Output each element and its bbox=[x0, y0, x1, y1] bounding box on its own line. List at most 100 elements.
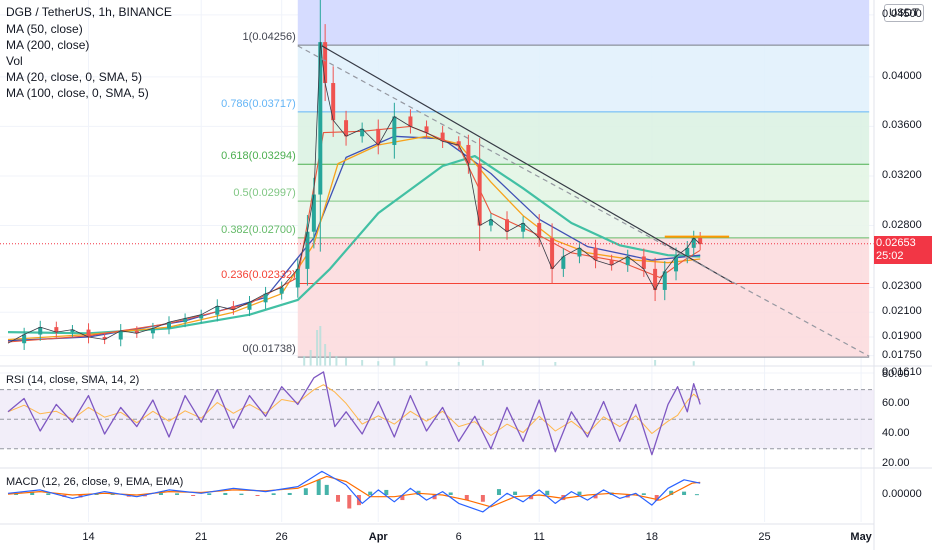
candle-body bbox=[521, 223, 526, 232]
candle-body bbox=[167, 322, 172, 329]
fib-level-label: 0.618(0.03294) bbox=[221, 150, 296, 163]
date-axis-tick: 14 bbox=[82, 531, 95, 543]
candle-body bbox=[102, 337, 107, 340]
candle-body bbox=[662, 271, 667, 290]
candle-body bbox=[183, 318, 188, 323]
candle-body bbox=[360, 128, 365, 137]
volume-bar bbox=[324, 344, 327, 366]
chart-title: DGB / TetherUS, 1h, BINANCE bbox=[6, 5, 172, 19]
macd-histogram-bar bbox=[432, 495, 437, 500]
macd-histogram-bar bbox=[46, 493, 51, 495]
volume-bar bbox=[361, 360, 364, 366]
volume-bar bbox=[554, 362, 557, 366]
indicator-ma20-label[interactable]: MA (20, close, 0, SMA, 5) bbox=[6, 70, 143, 84]
macd-histogram-bar bbox=[324, 484, 329, 495]
macd-histogram-bar bbox=[239, 493, 244, 495]
macd-histogram-bar bbox=[682, 491, 687, 495]
volume-bar bbox=[377, 361, 380, 366]
candle-body bbox=[550, 237, 555, 269]
macd-line bbox=[7, 470, 701, 513]
macd-histogram-bar bbox=[529, 495, 534, 500]
date-axis-tick: Apr bbox=[368, 531, 388, 543]
candle-body bbox=[408, 116, 413, 127]
price-line bbox=[7, 41, 701, 344]
rsi-axis-tick: 60.00 bbox=[882, 397, 910, 410]
fib-level-label: 0(0.01738) bbox=[242, 343, 296, 356]
candle-body bbox=[698, 237, 703, 245]
macd-histogram-bar bbox=[336, 495, 341, 502]
volume-bar bbox=[303, 356, 306, 366]
fib-zone bbox=[297, 283, 870, 358]
fib-zone-upper bbox=[297, 0, 870, 46]
candle-body bbox=[641, 256, 646, 269]
candle-body bbox=[150, 328, 155, 334]
macd-histogram-bar bbox=[480, 495, 485, 502]
candle-body bbox=[424, 126, 429, 133]
macd-histogram-bar bbox=[142, 495, 147, 497]
fib-level-label: 0.236(0.02332) bbox=[221, 269, 296, 282]
fib-zone bbox=[297, 164, 870, 202]
candle-body bbox=[674, 256, 679, 272]
candle-body bbox=[577, 247, 582, 257]
volume-bar bbox=[316, 330, 319, 366]
fib-level-label: 1(0.04256) bbox=[242, 31, 296, 44]
candle-body bbox=[685, 247, 690, 257]
candle-body bbox=[199, 314, 204, 319]
price-axis-tick: 0.03600 bbox=[882, 119, 922, 132]
macd-histogram-bar bbox=[347, 495, 352, 509]
volume-bar bbox=[457, 362, 460, 366]
macd-histogram-bar bbox=[223, 492, 228, 495]
date-axis-tick: May bbox=[850, 531, 872, 543]
current-price-countdown: 25:02 bbox=[876, 249, 904, 262]
volume-bar bbox=[328, 352, 331, 366]
candle-body bbox=[38, 327, 43, 335]
candle-body bbox=[376, 128, 381, 145]
volume-bar bbox=[345, 358, 348, 366]
candle-body bbox=[118, 330, 123, 340]
macd-label[interactable]: MACD (12, 26, close, 9, EMA, EMA) bbox=[6, 476, 184, 488]
currency-badge[interactable]: USDT bbox=[884, 4, 924, 22]
macd-histogram-bar bbox=[287, 492, 292, 495]
volume-bar bbox=[692, 361, 695, 366]
volume-bar bbox=[319, 326, 322, 366]
candle-body bbox=[537, 223, 542, 238]
macd-histogram-bar bbox=[303, 488, 308, 495]
macd-histogram-bar bbox=[654, 495, 659, 501]
indicator-ma50-label[interactable]: MA (50, close) bbox=[6, 22, 83, 36]
price-axis-tick: 0.01900 bbox=[882, 330, 922, 343]
macd-histogram-bar bbox=[14, 493, 19, 495]
macd-histogram-bar bbox=[191, 495, 196, 496]
macd-histogram-bar bbox=[175, 493, 180, 495]
fib-zone bbox=[297, 45, 870, 112]
candle-body bbox=[440, 132, 445, 142]
ma200-line bbox=[7, 155, 701, 335]
price-axis-tick: 0.01610 bbox=[882, 365, 922, 378]
candle-body bbox=[215, 306, 220, 315]
candle-body bbox=[86, 329, 91, 338]
price-axis-tick: 0.02100 bbox=[882, 305, 922, 318]
indicator-ma100-label[interactable]: MA (100, close, 0, SMA, 5) bbox=[6, 86, 149, 100]
macd-axis-tick: 0.00000 bbox=[882, 488, 922, 500]
candle-body bbox=[593, 247, 598, 261]
macd-histogram-bar bbox=[255, 495, 260, 497]
rsi-label[interactable]: RSI (14, close, SMA, 14, 2) bbox=[6, 374, 140, 386]
price-axis-tick: 0.02300 bbox=[882, 280, 922, 293]
macd-histogram-bar bbox=[30, 492, 35, 495]
date-axis-tick: 11 bbox=[533, 531, 545, 543]
price-axis-tick: 0.02800 bbox=[882, 218, 922, 231]
fib-zone bbox=[297, 111, 870, 165]
candle-body bbox=[691, 237, 696, 248]
candle-body bbox=[331, 83, 336, 121]
indicator-vol-label[interactable]: Vol bbox=[6, 54, 23, 68]
candle-body bbox=[311, 194, 316, 232]
rsi-axis-tick: 20.00 bbox=[882, 456, 910, 469]
candle-body bbox=[344, 120, 349, 137]
macd-histogram-bar bbox=[448, 492, 453, 495]
candle-body bbox=[318, 42, 323, 195]
macd-histogram-bar bbox=[384, 489, 389, 495]
indicator-ma200-label[interactable]: MA (200, close) bbox=[6, 38, 90, 52]
fib-level-label: 0.382(0.02700) bbox=[221, 223, 296, 236]
candle-body bbox=[22, 334, 27, 344]
rsi-axis-tick: 80.00 bbox=[882, 367, 910, 380]
